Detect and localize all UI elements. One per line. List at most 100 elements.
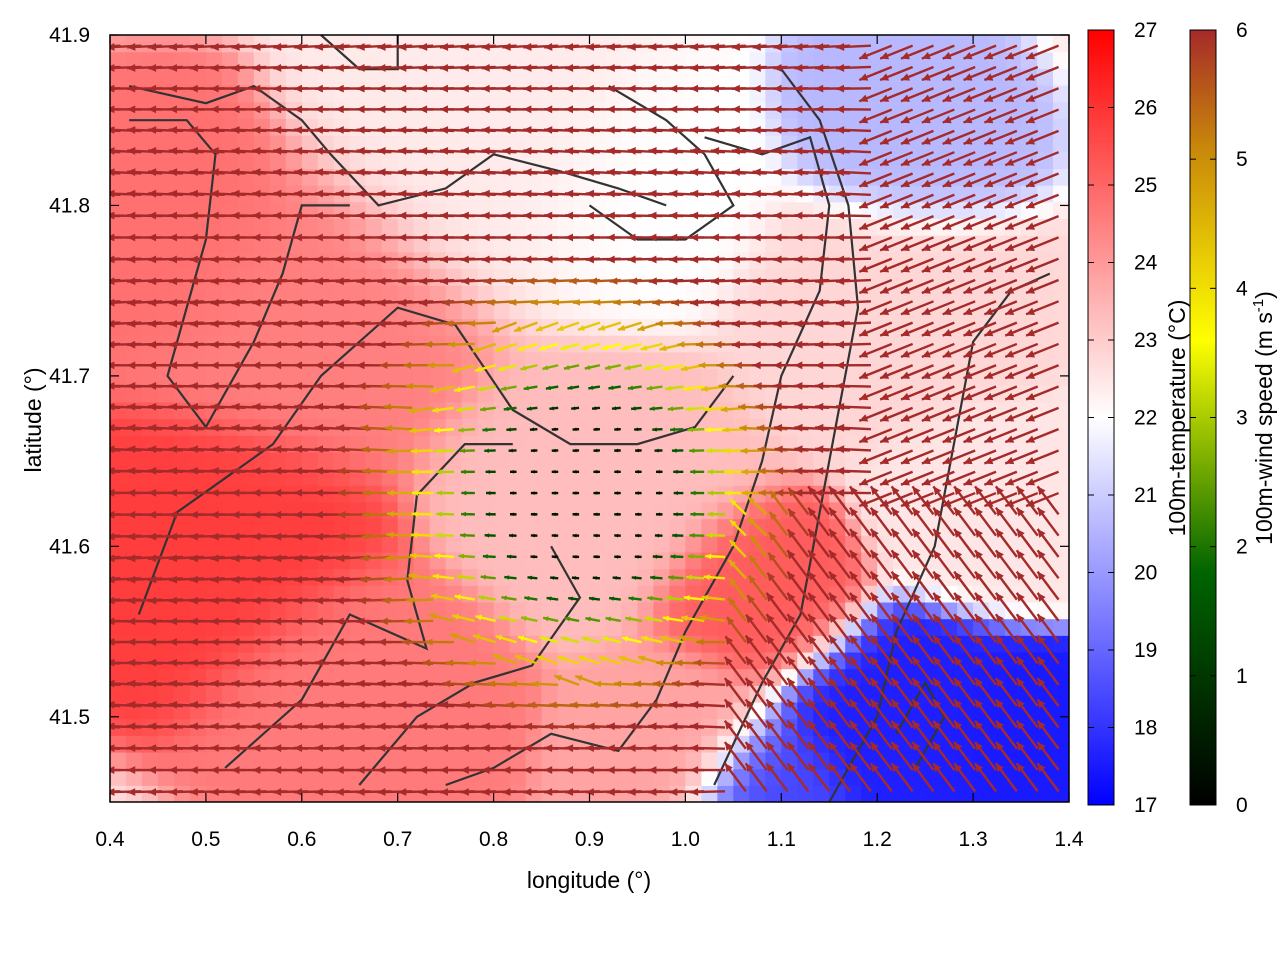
temperature-cell — [909, 285, 926, 303]
temperature-cell — [957, 285, 974, 303]
wind-arrow — [786, 762, 810, 793]
temperature-cell — [717, 718, 734, 736]
temperature-cell — [237, 268, 255, 286]
temperature-cell — [909, 701, 926, 720]
temperature-cell — [621, 351, 639, 370]
temperature-cell — [861, 768, 878, 786]
temperature-cell — [285, 151, 303, 169]
temperature-cell — [957, 668, 974, 686]
temperature-cell — [669, 735, 686, 753]
temperature-cell — [397, 451, 415, 470]
temperature-cell — [445, 135, 463, 153]
temperature-cell — [781, 368, 798, 386]
temperature-cell — [461, 735, 479, 753]
temperature-cell — [445, 435, 463, 453]
temperature-cell — [205, 68, 223, 86]
temperature-cell — [189, 785, 207, 802]
temperature-cell — [557, 135, 575, 153]
temperature-cell — [525, 218, 543, 236]
temperature-cell — [829, 451, 846, 470]
temperature-cell — [957, 551, 974, 570]
temperature-cell — [653, 135, 671, 153]
temperature-cell — [237, 151, 255, 169]
temperature-cell — [701, 68, 718, 86]
temperature-cell — [445, 785, 463, 802]
temperature-cell — [845, 401, 862, 420]
temperature-cell — [701, 751, 718, 770]
temperature-cell — [237, 535, 255, 553]
temperature-cell — [381, 285, 399, 303]
temperature-cell — [877, 35, 894, 53]
temperature-cell — [557, 751, 575, 770]
temperature-cell — [829, 651, 846, 670]
temperature-cell — [573, 35, 591, 53]
temperature-cell — [813, 385, 830, 403]
terrain-contours — [128, 35, 1051, 802]
temperature-cell — [285, 518, 303, 536]
temperature-cell — [1053, 285, 1069, 303]
temperature-cell — [205, 785, 223, 802]
temperature-cell — [1053, 268, 1069, 286]
temperature-cell — [365, 118, 383, 136]
temperature-cell — [349, 285, 367, 303]
temperature-cell — [733, 385, 750, 403]
temperature-cell — [781, 535, 798, 553]
temperature-cell — [301, 768, 319, 786]
temperature-cell — [445, 501, 463, 520]
temperature-cell — [493, 501, 511, 520]
temperature-cell — [605, 418, 623, 436]
temperature-cell — [1053, 101, 1069, 119]
temperature-cell — [221, 301, 239, 320]
temperature-cell — [397, 568, 415, 586]
temperature-cell — [909, 585, 926, 603]
temperature-cell — [461, 418, 479, 436]
temperature-cell — [205, 685, 223, 703]
temperature-cell — [669, 751, 686, 770]
temperature-cell — [541, 235, 559, 253]
temperature-cell — [685, 501, 702, 520]
temperature-cell — [1053, 218, 1069, 236]
temperature-cell — [317, 601, 335, 620]
temperature-cell — [285, 118, 303, 136]
temperature-cell — [589, 418, 607, 436]
temperature-cell — [925, 135, 942, 153]
temperature-cell — [253, 368, 271, 386]
temperature-cell — [605, 485, 623, 503]
temperature-cell — [621, 418, 639, 436]
temperature-cell — [1037, 785, 1054, 802]
temperature-cell — [205, 635, 223, 653]
temperature-cell — [413, 451, 431, 470]
temperature-cell — [717, 535, 734, 553]
temperature-cell — [477, 418, 495, 436]
temperature-cell — [269, 51, 287, 69]
temperature-cell — [477, 751, 495, 770]
temperature-cell — [909, 418, 926, 436]
temperature-cell — [829, 685, 846, 703]
temperature-cell — [589, 551, 607, 570]
temperature-cell — [701, 301, 718, 320]
temperature-cell — [173, 151, 191, 169]
temperature-cell — [125, 451, 143, 470]
temperature-cell — [1021, 185, 1038, 203]
temperature-cell — [173, 635, 191, 653]
temperature-cell — [301, 601, 319, 620]
temperature-cell — [781, 551, 798, 570]
wind-arrow-head — [398, 766, 407, 774]
temperature-cell — [173, 218, 191, 236]
temperature-cell — [301, 568, 319, 586]
temperature-cell — [653, 285, 671, 303]
temperature-cell — [509, 551, 527, 570]
wind-arrow-head — [293, 766, 303, 774]
temperature-cell — [237, 168, 255, 186]
temperature-cell — [925, 335, 942, 353]
temperature-cell — [589, 285, 607, 303]
temperature-cell — [1005, 268, 1022, 286]
wind-arrow-head — [439, 788, 449, 796]
temperature-cell — [845, 451, 862, 470]
temperature-cell — [333, 235, 351, 253]
temperature-cell — [717, 418, 734, 436]
temperature-cell — [541, 385, 559, 403]
temperature-cell — [110, 68, 127, 86]
wind-arrow — [1036, 762, 1060, 793]
temperature-cell — [893, 751, 910, 770]
